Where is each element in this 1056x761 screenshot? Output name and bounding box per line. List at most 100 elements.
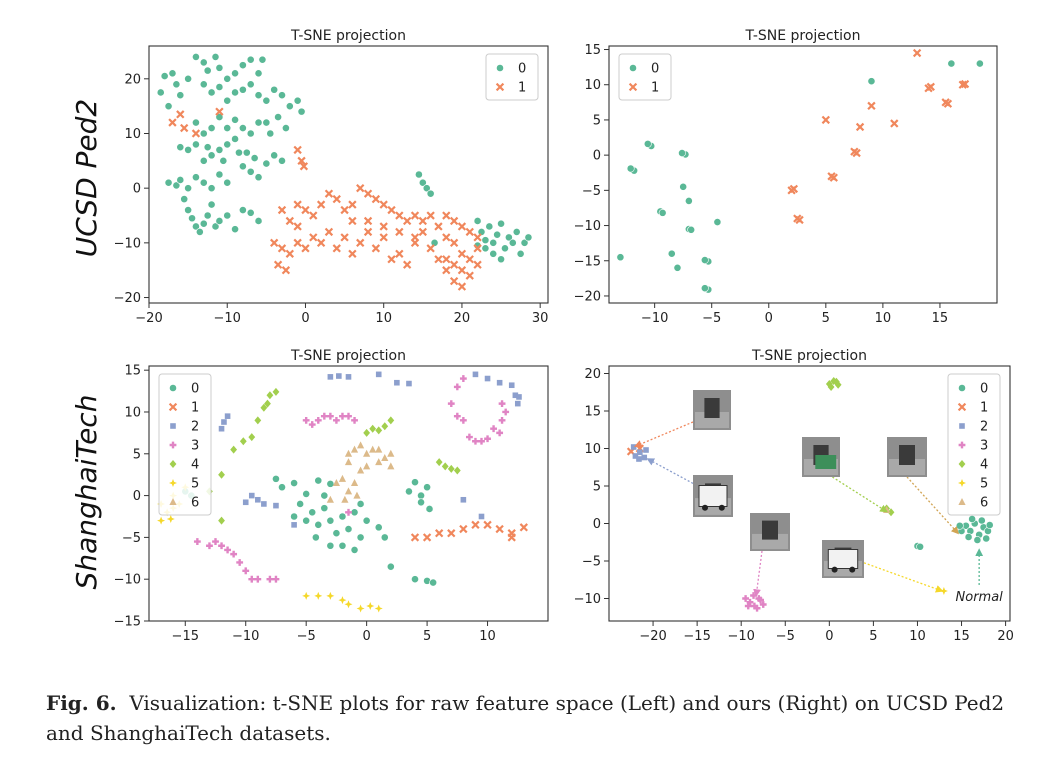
data-point-class-3	[230, 550, 238, 558]
data-point-class-1	[418, 216, 428, 226]
data-point-class-3	[498, 400, 506, 408]
row-label-ucsd-ped2: UCSD Ped2	[70, 99, 103, 258]
data-point-class-3	[447, 400, 455, 408]
data-point-class-0	[362, 516, 371, 525]
data-point-class-0	[497, 255, 505, 264]
data-point-class-3	[333, 416, 340, 424]
data-point-class-3	[218, 542, 225, 550]
data-point-class-2	[643, 447, 649, 453]
data-point-class-0	[673, 263, 682, 272]
legend-marker-2	[959, 423, 965, 429]
data-point-class-0	[266, 129, 275, 138]
data-point-class-0	[968, 515, 977, 523]
data-point-class-6	[387, 462, 395, 470]
data-point-class-0	[332, 529, 341, 538]
data-point-class-0	[254, 91, 263, 100]
data-point-class-1	[465, 255, 474, 264]
x-tick-label: 0	[825, 629, 833, 644]
data-point-class-2	[221, 419, 227, 425]
data-point-class-3	[314, 416, 322, 424]
y-tick-label: 10	[584, 442, 601, 457]
data-point-class-4	[363, 428, 371, 437]
y-tick-label: 5	[593, 480, 601, 495]
data-point-class-1	[348, 200, 357, 209]
data-point-class-1	[332, 244, 341, 253]
data-point-class-0	[184, 74, 193, 83]
data-point-class-3	[339, 412, 346, 420]
data-point-class-1	[442, 266, 451, 275]
data-point-class-0	[211, 53, 220, 61]
data-point-class-4	[218, 516, 225, 525]
data-point-class-0	[278, 156, 286, 165]
data-point-class-3	[272, 575, 280, 583]
data-point-class-1	[316, 238, 326, 248]
y-tick-label: 0	[593, 149, 601, 164]
data-point-class-0	[215, 217, 224, 225]
data-point-class-0	[199, 58, 208, 67]
data-point-class-2	[484, 375, 491, 382]
data-point-class-0	[231, 135, 239, 143]
data-point-class-2	[496, 379, 503, 386]
plot-frame	[608, 365, 1011, 622]
data-point-class-4	[266, 391, 274, 400]
data-point-class-1	[191, 129, 201, 138]
data-point-class-0	[982, 534, 991, 543]
data-point-class-0	[246, 129, 255, 138]
data-point-class-1	[507, 533, 516, 542]
data-point-class-0	[238, 206, 247, 214]
legend-marker-4	[958, 460, 966, 468]
data-point-class-1	[293, 145, 302, 155]
plot-frame	[608, 45, 998, 304]
data-point-class-0	[184, 206, 193, 214]
data-point-class-0	[207, 151, 216, 160]
panel-ucsd-ours: T-SNE projection−10 −5 0 5 10 15−20−15−10−505…	[574, 28, 998, 326]
data-point-class-0	[415, 170, 423, 179]
data-point-class-4	[369, 424, 377, 433]
data-point-class-0	[238, 61, 247, 70]
data-point-class-0	[199, 219, 208, 228]
x-tick-label: 5	[869, 629, 877, 644]
data-point-class-4	[887, 508, 895, 517]
data-point-class-0	[477, 228, 486, 236]
x-tick-label: −10	[641, 311, 668, 326]
legend-marker-4	[169, 460, 177, 468]
data-point-class-3	[459, 416, 467, 424]
data-point-class-2	[224, 413, 231, 419]
data-point-class-1	[379, 222, 388, 231]
data-point-class-1	[829, 173, 838, 182]
data-point-class-3	[453, 412, 461, 420]
data-point-class-0	[667, 249, 676, 258]
data-point-class-0	[985, 521, 994, 529]
data-point-class-0	[219, 156, 228, 165]
data-point-class-1	[852, 148, 861, 158]
legend-label-0: 0	[980, 382, 988, 397]
data-point-class-6	[356, 466, 365, 474]
data-point-class-0	[326, 479, 335, 488]
panel-shanghaitech-ours: T-SNE projection−20 −15 −10 −5 0 5 10 15 20−10−5…	[574, 348, 1014, 644]
thumbnail-van	[822, 540, 864, 578]
data-point-class-1	[309, 233, 318, 242]
data-point-class-0	[524, 233, 533, 242]
data-point-class-0	[311, 533, 320, 542]
data-point-class-1	[926, 82, 935, 92]
legend-label-4: 4	[191, 458, 199, 473]
data-point-class-0	[430, 238, 439, 247]
data-point-class-0	[320, 491, 329, 500]
data-point-class-1	[277, 244, 287, 253]
data-point-class-0	[429, 578, 438, 587]
data-point-class-0	[242, 148, 251, 157]
data-point-class-5	[302, 591, 311, 600]
data-point-class-0	[188, 214, 196, 223]
data-point-class-0	[207, 200, 216, 209]
data-point-class-1	[402, 260, 412, 269]
data-point-class-3	[502, 408, 510, 416]
data-point-class-0	[386, 562, 395, 571]
chart-title: T-SNE projection	[751, 348, 867, 364]
y-tick-label: 10	[124, 405, 141, 420]
legend-label-6: 6	[980, 496, 988, 511]
data-point-class-6	[369, 445, 377, 453]
x-tick-label: 30	[532, 311, 549, 326]
data-point-class-1	[449, 260, 459, 269]
data-point-class-0	[231, 225, 239, 234]
data-point-class-0	[184, 184, 193, 193]
